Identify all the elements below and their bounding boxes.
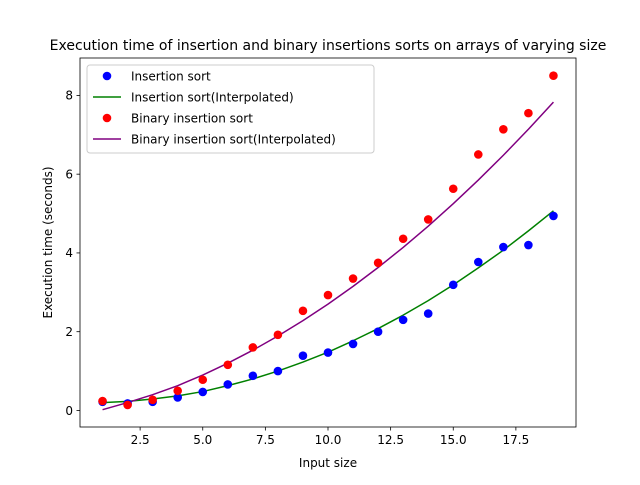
data-point xyxy=(499,242,508,252)
data-point xyxy=(549,71,558,81)
data-point xyxy=(248,371,258,381)
data-point xyxy=(298,306,308,316)
legend-label: Insertion sort(Interpolated) xyxy=(131,91,294,105)
data-point xyxy=(549,211,558,221)
data-point xyxy=(273,330,283,340)
legend-label: Binary insertion sort xyxy=(131,112,253,126)
data-point xyxy=(524,240,533,250)
data-point xyxy=(524,108,533,118)
y-tick-label: 6 xyxy=(65,167,73,181)
data-point xyxy=(173,393,182,402)
y-axis-label: Execution time (seconds) xyxy=(41,166,55,318)
data-point xyxy=(98,396,107,406)
data-point xyxy=(148,395,157,405)
legend-marker xyxy=(102,113,112,123)
data-point xyxy=(298,351,308,361)
legend-label: Binary insertion sort(Interpolated) xyxy=(131,133,336,147)
data-point xyxy=(348,274,358,283)
data-point xyxy=(198,387,208,397)
data-point xyxy=(373,258,383,268)
chart-title: Execution time of insertion and binary i… xyxy=(50,38,607,54)
y-tick-label: 8 xyxy=(65,89,73,103)
legend: Insertion sort Insertion sort(Interpolate… xyxy=(86,64,375,154)
x-tick-label: 17.5 xyxy=(503,433,530,447)
data-point xyxy=(323,290,333,300)
data-point xyxy=(474,150,483,159)
data-point xyxy=(248,343,258,352)
x-tick-label: 12.5 xyxy=(377,433,404,447)
data-point xyxy=(198,375,208,385)
legend-box xyxy=(86,64,375,154)
data-point xyxy=(423,215,433,224)
data-point xyxy=(448,184,458,194)
data-point xyxy=(348,339,358,349)
x-tick-label: 15.0 xyxy=(440,433,467,447)
legend-marker xyxy=(102,71,112,81)
data-point xyxy=(223,360,233,370)
data-point xyxy=(423,309,433,318)
data-point xyxy=(223,380,233,389)
x-tick-label: 2.5 xyxy=(131,433,150,447)
y-tick-label: 2 xyxy=(65,325,73,339)
y-tick-label: 4 xyxy=(65,246,73,260)
y-tick-label: 0 xyxy=(65,404,73,418)
legend-label: Insertion sort xyxy=(131,70,211,84)
data-point xyxy=(398,315,408,325)
data-point xyxy=(123,400,132,410)
data-point xyxy=(273,366,283,376)
x-tick-label: 10.0 xyxy=(315,433,342,447)
x-axis-label: Input size xyxy=(299,456,357,470)
data-point xyxy=(448,280,458,290)
data-point xyxy=(499,124,508,134)
data-point xyxy=(373,327,383,337)
x-tick-label: 7.5 xyxy=(256,433,275,447)
x-tick-label: 5.0 xyxy=(193,433,212,447)
data-point xyxy=(173,386,182,396)
series-line-3 xyxy=(102,101,555,411)
data-point xyxy=(323,348,333,357)
data-point xyxy=(398,234,408,244)
data-point xyxy=(474,257,483,267)
